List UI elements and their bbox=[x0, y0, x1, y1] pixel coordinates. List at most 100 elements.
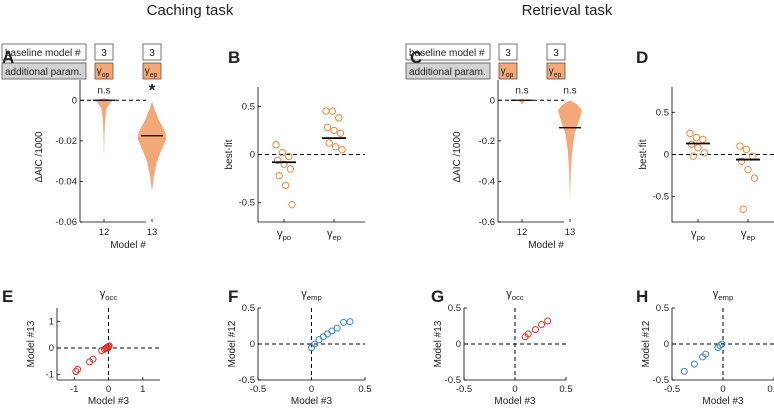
y-axis-label: Model #13 bbox=[433, 320, 444, 367]
panel-B: 0.5 0 -0.5 γpo γep best-fit bbox=[224, 87, 365, 242]
y-tick-label: -0.5 bbox=[653, 192, 669, 203]
data-point bbox=[315, 336, 323, 344]
x-tick-label: 0.5 bbox=[358, 384, 371, 395]
y-axis-label: Model #13 bbox=[26, 320, 37, 367]
x-axis-label: Model # bbox=[110, 240, 146, 251]
panel-A: 0 -0.02 -0.04 -0.06 12 n.s 13 * Model # ΔAIC /100… bbox=[34, 80, 167, 251]
x-axis-label: Model # bbox=[528, 240, 564, 251]
y-tick-label: 0 bbox=[664, 339, 669, 350]
y-axis-label: Model #12 bbox=[641, 320, 652, 367]
param-cell bbox=[546, 62, 566, 80]
data-point bbox=[718, 340, 726, 348]
retrieval-task-title: Retrieval task bbox=[522, 2, 613, 19]
panel-label-B: B bbox=[228, 48, 240, 67]
data-point bbox=[278, 148, 287, 157]
panel-label-E: E bbox=[2, 287, 13, 306]
param-row-label: additional param. bbox=[5, 67, 82, 78]
y-tick-label: 0 bbox=[250, 150, 255, 161]
panel-title: γemp bbox=[301, 288, 321, 302]
panel-label-C: C bbox=[410, 48, 422, 67]
panel-H: 0.5 0 -0.5-0.5 0 0.5 γemp Model #3 Model #12 bbox=[641, 288, 774, 407]
y-tick-label: 0 bbox=[250, 339, 255, 350]
parameter-tables: baseline model # additional param. 3 3 γop γe… bbox=[1, 43, 566, 80]
data-point bbox=[694, 144, 702, 152]
data-point bbox=[338, 145, 346, 154]
y-tick-label: 0.5 bbox=[656, 303, 669, 314]
data-point bbox=[285, 152, 293, 161]
data-point bbox=[744, 165, 752, 174]
violin-12 bbox=[95, 98, 113, 158]
panel-G: 0.5 0 -0.5-0.5 0 0.5 γocc Model #3 Model #13 bbox=[433, 288, 573, 407]
panel-label-A: A bbox=[2, 48, 14, 67]
panel-title: γemp bbox=[713, 288, 733, 302]
baseline-cell bbox=[546, 43, 566, 61]
panel-title: γocc bbox=[506, 288, 524, 302]
data-point bbox=[288, 200, 296, 209]
significance-label-12: n.s bbox=[97, 85, 110, 96]
data-point bbox=[538, 321, 546, 329]
x-tick-label: 0 bbox=[512, 384, 517, 395]
panel-title: γocc bbox=[100, 288, 118, 302]
data-point bbox=[74, 365, 82, 373]
x-axis-label: Model #3 bbox=[702, 396, 744, 407]
baseline-value: 3 bbox=[149, 48, 155, 59]
param-value: γop bbox=[501, 66, 514, 79]
x-tick-label-12: 12 bbox=[517, 227, 528, 238]
violin-13 bbox=[557, 100, 583, 202]
baseline-row-label-box bbox=[1, 43, 87, 61]
x-tick-label-12: 12 bbox=[99, 227, 110, 238]
baseline-value: 3 bbox=[505, 48, 511, 59]
violin-12 bbox=[517, 98, 527, 105]
x-axis-label: Model #3 bbox=[494, 396, 536, 407]
param-cell bbox=[142, 62, 162, 80]
violin-13 bbox=[137, 101, 167, 192]
y-tick-label: 0.5 bbox=[242, 303, 255, 314]
panel-C: 0 -0.2 -0.4 -0.6 12 n.s 13 n.s Model # ΔAIC /1000 bbox=[452, 80, 583, 251]
data-point bbox=[524, 330, 532, 338]
data-point bbox=[737, 157, 746, 165]
data-point bbox=[531, 326, 539, 334]
x-tick-label-13: 13 bbox=[147, 227, 158, 238]
data-point bbox=[322, 107, 330, 115]
panel-label-G: G bbox=[431, 287, 444, 306]
panel-label-F: F bbox=[228, 287, 238, 306]
x-tick-label: -0.5 bbox=[250, 384, 266, 395]
y-tick-label: -0.04 bbox=[55, 176, 77, 187]
x-tick-label: -1 bbox=[70, 384, 78, 395]
y-tick-label: -0.2 bbox=[479, 136, 495, 147]
y-tick-label: -0.06 bbox=[55, 217, 77, 228]
x-tick-label: γep bbox=[741, 228, 755, 242]
param-row-label-box bbox=[405, 62, 491, 80]
y-tick-label: 0 bbox=[49, 343, 54, 354]
panel-label-H: H bbox=[636, 287, 648, 306]
y-tick-label: -0.5 bbox=[445, 375, 461, 386]
data-point bbox=[544, 317, 552, 325]
data-point bbox=[323, 123, 332, 132]
data-point bbox=[699, 135, 707, 144]
panel-label-D: D bbox=[636, 48, 648, 67]
x-tick-label: 0 bbox=[720, 384, 725, 395]
x-tick-label: -0.5 bbox=[456, 384, 472, 395]
x-tick-label: γpo bbox=[691, 228, 705, 242]
data-point bbox=[281, 181, 290, 190]
data-point bbox=[333, 324, 341, 332]
y-tick-label: -1 bbox=[46, 370, 54, 381]
y-tick-label: -0.4 bbox=[479, 176, 495, 187]
y-axis-label: ΔAIC /1000 bbox=[452, 131, 463, 183]
x-tick-label: 1 bbox=[140, 384, 145, 395]
y-tick-label: -0.5 bbox=[239, 198, 255, 209]
table-A: baseline model # additional param. 3 3 γop γe… bbox=[1, 43, 162, 80]
param-row-label: additional param. bbox=[409, 67, 486, 78]
data-point bbox=[749, 152, 757, 160]
table-C: baseline model # additional param. 3 3 γop γe… bbox=[405, 43, 566, 80]
data-point bbox=[272, 141, 280, 149]
y-tick-label: 0.5 bbox=[448, 303, 461, 314]
x-tick-label: 0 bbox=[309, 384, 314, 395]
data-point bbox=[336, 129, 345, 137]
data-point bbox=[328, 107, 337, 115]
data-point bbox=[280, 160, 288, 168]
x-tick-label: 0.5 bbox=[767, 384, 774, 395]
data-point bbox=[690, 360, 698, 368]
y-tick-label: 0 bbox=[456, 339, 461, 350]
